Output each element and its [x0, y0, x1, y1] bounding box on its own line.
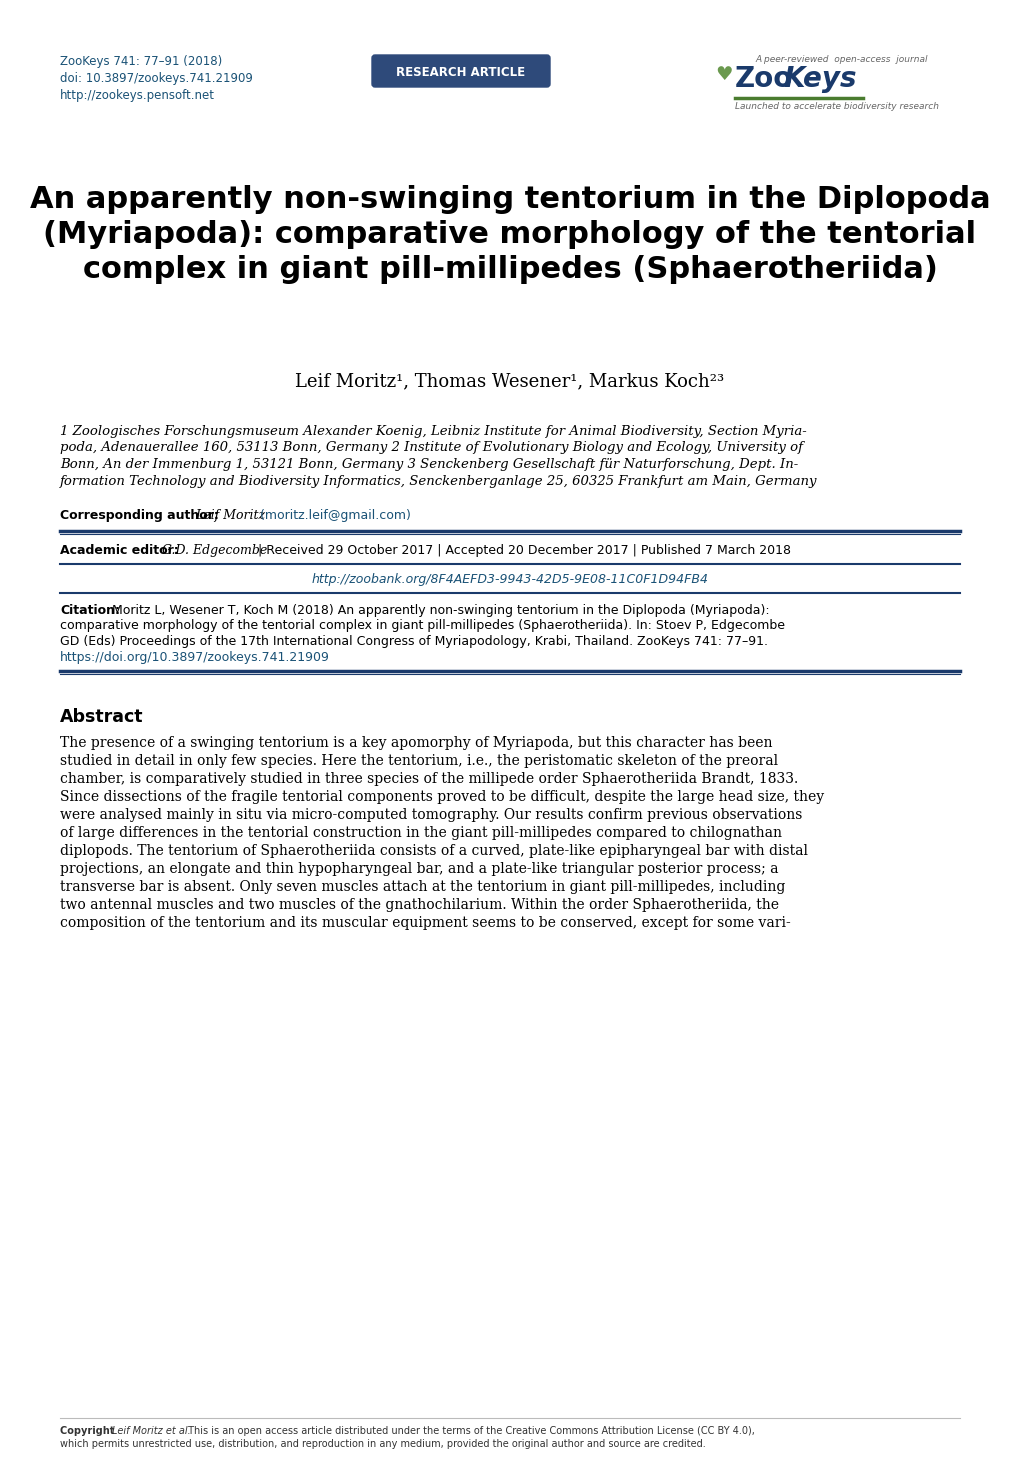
Text: Zoo: Zoo [735, 65, 793, 93]
Text: two antennal muscles and two muscles of the gnathochilarium. Within the order Sp: two antennal muscles and two muscles of … [60, 899, 779, 912]
Text: doi: 10.3897/zookeys.741.21909: doi: 10.3897/zookeys.741.21909 [60, 73, 253, 85]
Text: http://zoobank.org/8F4AEFD3-9943-42D5-9E08-11C0F1D94FB4: http://zoobank.org/8F4AEFD3-9943-42D5-9E… [311, 572, 708, 586]
Text: Copyright: Copyright [60, 1427, 117, 1436]
Text: 1 Zoologisches Forschungsmuseum Alexander Koenig, Leibniz Institute for Animal B: 1 Zoologisches Forschungsmuseum Alexande… [60, 426, 806, 437]
Text: Citation:: Citation: [60, 604, 120, 617]
Text: projections, an elongate and thin hypopharyngeal bar, and a plate-like triangula: projections, an elongate and thin hypoph… [60, 863, 777, 876]
Text: Launched to accelerate biodiversity research: Launched to accelerate biodiversity rese… [735, 102, 938, 111]
Text: Leif Moritz et al.: Leif Moritz et al. [112, 1427, 191, 1436]
Text: Leif Moritz¹, Thomas Wesener¹, Markus Koch²³: Leif Moritz¹, Thomas Wesener¹, Markus Ko… [296, 372, 723, 390]
Text: studied in detail in only few species. Here the tentorium, i.e., the peristomati: studied in detail in only few species. H… [60, 755, 777, 768]
Text: composition of the tentorium and its muscular equipment seems to be conserved, e: composition of the tentorium and its mus… [60, 916, 790, 930]
Text: http://zookeys.pensoft.net: http://zookeys.pensoft.net [60, 89, 215, 102]
Text: which permits unrestricted use, distribution, and reproduction in any medium, pr: which permits unrestricted use, distribu… [60, 1439, 705, 1449]
Text: Leif Moritz: Leif Moritz [195, 509, 265, 522]
Text: (moritz.leif@gmail.com): (moritz.leif@gmail.com) [256, 509, 411, 522]
Text: of large differences in the tentorial construction in the giant pill-millipedes : of large differences in the tentorial co… [60, 826, 782, 841]
Text: G.D. Edgecombe: G.D. Edgecombe [162, 544, 267, 558]
Text: chamber, is comparatively studied in three species of the millipede order Sphaer: chamber, is comparatively studied in thr… [60, 773, 798, 786]
Text: transverse bar is absent. Only seven muscles attach at the tentorium in giant pi: transverse bar is absent. Only seven mus… [60, 881, 785, 894]
Text: https://doi.org/10.3897/zookeys.741.21909: https://doi.org/10.3897/zookeys.741.2190… [60, 651, 329, 663]
Text: diplopods. The tentorium of Sphaerotheriida consists of a curved, plate-like epi: diplopods. The tentorium of Sphaerotheri… [60, 844, 807, 859]
Text: Abstract: Abstract [60, 709, 144, 727]
Text: Moritz L, Wesener T, Koch M (2018) An apparently non-swinging tentorium in the D: Moritz L, Wesener T, Koch M (2018) An ap… [112, 604, 769, 617]
Text: Since dissections of the fragile tentorial components proved to be difficult, de: Since dissections of the fragile tentori… [60, 790, 823, 804]
Text: | Received 29 October 2017 | Accepted 20 December 2017 | Published 7 March 2018: | Received 29 October 2017 | Accepted 20… [254, 544, 790, 558]
Text: RESEARCH ARTICLE: RESEARCH ARTICLE [396, 65, 525, 79]
Text: A peer-reviewed  open-access  journal: A peer-reviewed open-access journal [754, 55, 926, 64]
Text: The presence of a swinging tentorium is a key apomorphy of Myriapoda, but this c: The presence of a swinging tentorium is … [60, 737, 771, 750]
Text: Bonn, An der Immenburg 1, 53121 Bonn, Germany 3 Senckenberg Gesellschaft für Nat: Bonn, An der Immenburg 1, 53121 Bonn, Ge… [60, 458, 798, 472]
FancyBboxPatch shape [372, 55, 549, 87]
Text: ZooKeys 741: 77–91 (2018): ZooKeys 741: 77–91 (2018) [60, 55, 222, 68]
Text: An apparently non-swinging tentorium in the Diplopoda
(Myriapoda): comparative m: An apparently non-swinging tentorium in … [30, 185, 989, 283]
Text: Corresponding author:: Corresponding author: [60, 509, 223, 522]
Text: formation Technology and Biodiversity Informatics, Senckenberganlage 25, 60325 F: formation Technology and Biodiversity In… [60, 475, 816, 488]
Text: poda, Adenauerallee 160, 53113 Bonn, Germany 2 Institute of Evolutionary Biology: poda, Adenauerallee 160, 53113 Bonn, Ger… [60, 442, 802, 454]
Text: comparative morphology of the tentorial complex in giant pill-millipedes (Sphaer: comparative morphology of the tentorial … [60, 620, 785, 633]
Text: were analysed mainly in situ via micro-computed tomography. Our results confirm : were analysed mainly in situ via micro-c… [60, 808, 802, 823]
Text: GD (Eds) Proceedings of the 17th International Congress of Myriapodology, Krabi,: GD (Eds) Proceedings of the 17th Interna… [60, 635, 767, 648]
Text: This is an open access article distributed under the terms of the Creative Commo: This is an open access article distribut… [184, 1427, 754, 1436]
Text: Academic editor:: Academic editor: [60, 544, 183, 558]
Text: ♥: ♥ [714, 65, 732, 85]
Text: Keys: Keys [783, 65, 856, 93]
